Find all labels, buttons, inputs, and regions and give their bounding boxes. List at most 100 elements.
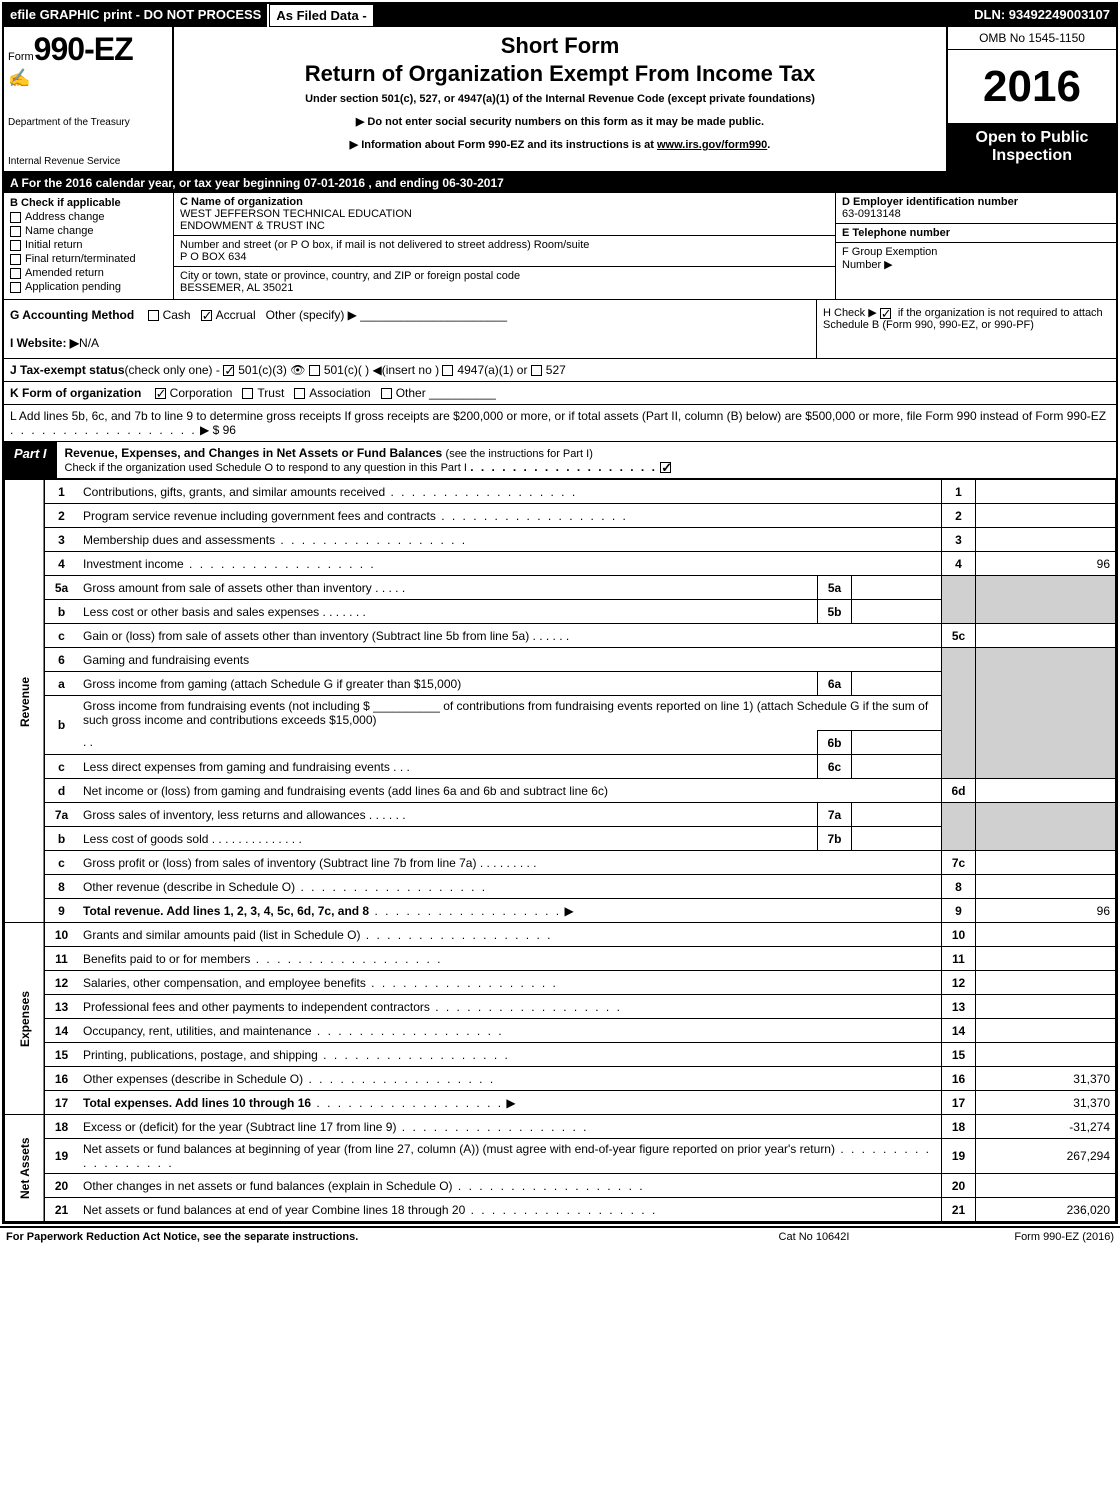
short-form-label: Short Form: [182, 33, 938, 59]
line-13-val: [976, 995, 1116, 1019]
org-address: P O BOX 634: [180, 251, 246, 263]
addr-label: Number and street (or P O box, if mail i…: [180, 239, 589, 251]
box-b: B Check if applicable Address change Nam…: [4, 193, 174, 299]
line-i-label: I Website: ▶: [10, 336, 79, 350]
line-4-desc: Investment income: [83, 557, 184, 571]
line-5a-desc: Gross amount from sale of assets other t…: [83, 581, 372, 595]
topbar-asfiled: As Filed Data -: [269, 4, 373, 27]
omb-number: OMB No 1545-1150: [948, 27, 1116, 50]
line-6b-desc1: Gross income from fundraising events (no…: [83, 699, 370, 713]
chk-cash[interactable]: [148, 310, 159, 321]
ssn-warning: ▶ Do not enter social security numbers o…: [182, 115, 938, 128]
topbar: efile GRAPHIC print - DO NOT PROCESS As …: [4, 4, 1116, 27]
org-name-2: ENDOWMENT & TRUST INC: [180, 220, 325, 232]
line-9-val: 96: [976, 899, 1116, 923]
line-10-desc: Grants and similar amounts paid (list in…: [83, 928, 360, 942]
chk-corporation[interactable]: [155, 388, 166, 399]
tax-year-end: 06-30-2017: [442, 176, 503, 190]
chk-527[interactable]: [531, 365, 542, 376]
line-6c-desc: Less direct expenses from gaming and fun…: [83, 760, 390, 774]
chk-schedule-b[interactable]: [880, 308, 891, 319]
line-5c-val: [976, 624, 1116, 648]
part-1-label: Part I: [4, 442, 57, 478]
chk-amended-return[interactable]: Amended return: [10, 267, 167, 279]
tax-year-start: 07-01-2016: [304, 176, 365, 190]
line-3-val: [976, 528, 1116, 552]
side-expenses: Expenses: [5, 923, 45, 1115]
tax-year: 2016: [948, 50, 1116, 123]
line-20-val: [976, 1174, 1116, 1198]
paperwork-notice: For Paperwork Reduction Act Notice, see …: [6, 1231, 714, 1243]
line-16-desc: Other expenses (describe in Schedule O): [83, 1072, 303, 1086]
box-f-label: F Group Exemption: [842, 246, 937, 258]
line-14-val: [976, 1019, 1116, 1043]
line-g: G Accounting Method Cash Accrual Other (…: [4, 300, 816, 358]
line-5b-val: [852, 600, 942, 624]
chk-association[interactable]: [294, 388, 305, 399]
line-12-desc: Salaries, other compensation, and employ…: [83, 976, 366, 990]
line-l: L Add lines 5b, 6c, and 7b to line 9 to …: [4, 405, 1116, 442]
chk-501c3[interactable]: [223, 365, 234, 376]
topbar-dln: DLN: 93492249003107: [968, 4, 1116, 27]
line-9-desc: Total revenue. Add lines 1, 2, 3, 4, 5c,…: [83, 904, 369, 918]
header-right: OMB No 1545-1150 2016 Open to Public Ins…: [946, 27, 1116, 171]
line-6b-val: [852, 731, 942, 755]
chk-final-return[interactable]: Final return/terminated: [10, 253, 167, 265]
line-10-val: [976, 923, 1116, 947]
chk-501c[interactable]: [309, 365, 320, 376]
gross-receipts: ▶ $ 96: [200, 423, 236, 437]
line-5c-desc: Gain or (loss) from sale of assets other…: [83, 629, 529, 643]
line-18-val: -31,274: [976, 1115, 1116, 1139]
chk-name-change[interactable]: Name change: [10, 225, 167, 237]
box-d-label: D Employer identification number: [842, 196, 1018, 208]
line-3-desc: Membership dues and assessments: [83, 533, 275, 547]
line-k: K Form of organization Corporation Trust…: [4, 382, 1116, 405]
line-7b-desc: Less cost of goods sold: [83, 832, 208, 846]
line-7a-val: [852, 803, 942, 827]
line-18-desc: Excess or (deficit) for the year (Subtra…: [83, 1120, 396, 1134]
side-net-assets: Net Assets: [5, 1115, 45, 1222]
box-def: D Employer identification number 63-0913…: [836, 193, 1116, 299]
side-revenue: Revenue: [5, 480, 45, 923]
line-h: H Check ▶ if the organization is not req…: [816, 300, 1116, 358]
box-c: C Name of organization WEST JEFFERSON TE…: [174, 193, 836, 299]
form-number: 990-EZ: [34, 31, 133, 67]
line-20-desc: Other changes in net assets or fund bala…: [83, 1179, 453, 1193]
header-mid: Short Form Return of Organization Exempt…: [174, 27, 946, 171]
line-4-val: 96: [976, 552, 1116, 576]
line-21-val: 236,020: [976, 1198, 1116, 1222]
under-section: Under section 501(c), 527, or 4947(a)(1)…: [182, 93, 938, 105]
chk-4947[interactable]: [442, 365, 453, 376]
line-15-desc: Printing, publications, postage, and shi…: [83, 1048, 318, 1062]
line-8-val: [976, 875, 1116, 899]
chk-application-pending[interactable]: Application pending: [10, 281, 167, 293]
box-e-label: E Telephone number: [842, 227, 950, 239]
cat-no: Cat No 10642I: [714, 1231, 914, 1243]
chk-accrual[interactable]: [201, 310, 212, 321]
part-1-title: Revenue, Expenses, and Changes in Net As…: [65, 446, 443, 460]
footer: For Paperwork Reduction Act Notice, see …: [0, 1226, 1120, 1246]
box-b-header: B Check if applicable: [10, 197, 167, 209]
part-1-table: Revenue 1 Contributions, gifts, grants, …: [4, 479, 1116, 1222]
chk-other-org[interactable]: [381, 388, 392, 399]
irs-link[interactable]: www.irs.gov/form990: [657, 139, 767, 151]
line-6a-val: [852, 672, 942, 696]
line-7a-desc: Gross sales of inventory, less returns a…: [83, 808, 366, 822]
line-2-desc: Program service revenue including govern…: [83, 509, 436, 523]
chk-initial-return[interactable]: Initial return: [10, 239, 167, 251]
line-7b-val: [852, 827, 942, 851]
line-6a-desc: Gross income from gaming (attach Schedul…: [83, 677, 461, 691]
row-b-to-f: B Check if applicable Address change Nam…: [4, 193, 1116, 300]
line-1-desc: Contributions, gifts, grants, and simila…: [83, 485, 385, 499]
dept-treasury: Department of the Treasury: [8, 117, 168, 128]
line-13-desc: Professional fees and other payments to …: [83, 1000, 430, 1014]
chk-schedule-o-part1[interactable]: [660, 462, 671, 473]
chk-address-change[interactable]: Address change: [10, 211, 167, 223]
chk-trust[interactable]: [242, 388, 253, 399]
line-19-val: 267,294: [976, 1139, 1116, 1174]
website: N/A: [79, 336, 99, 350]
header: Form990-EZ ✍ Department of the Treasury …: [4, 27, 1116, 173]
line-6c-val: [852, 755, 942, 779]
line-21-desc: Net assets or fund balances at end of ye…: [83, 1203, 465, 1217]
line-6-desc: Gaming and fundraising events: [83, 653, 249, 667]
